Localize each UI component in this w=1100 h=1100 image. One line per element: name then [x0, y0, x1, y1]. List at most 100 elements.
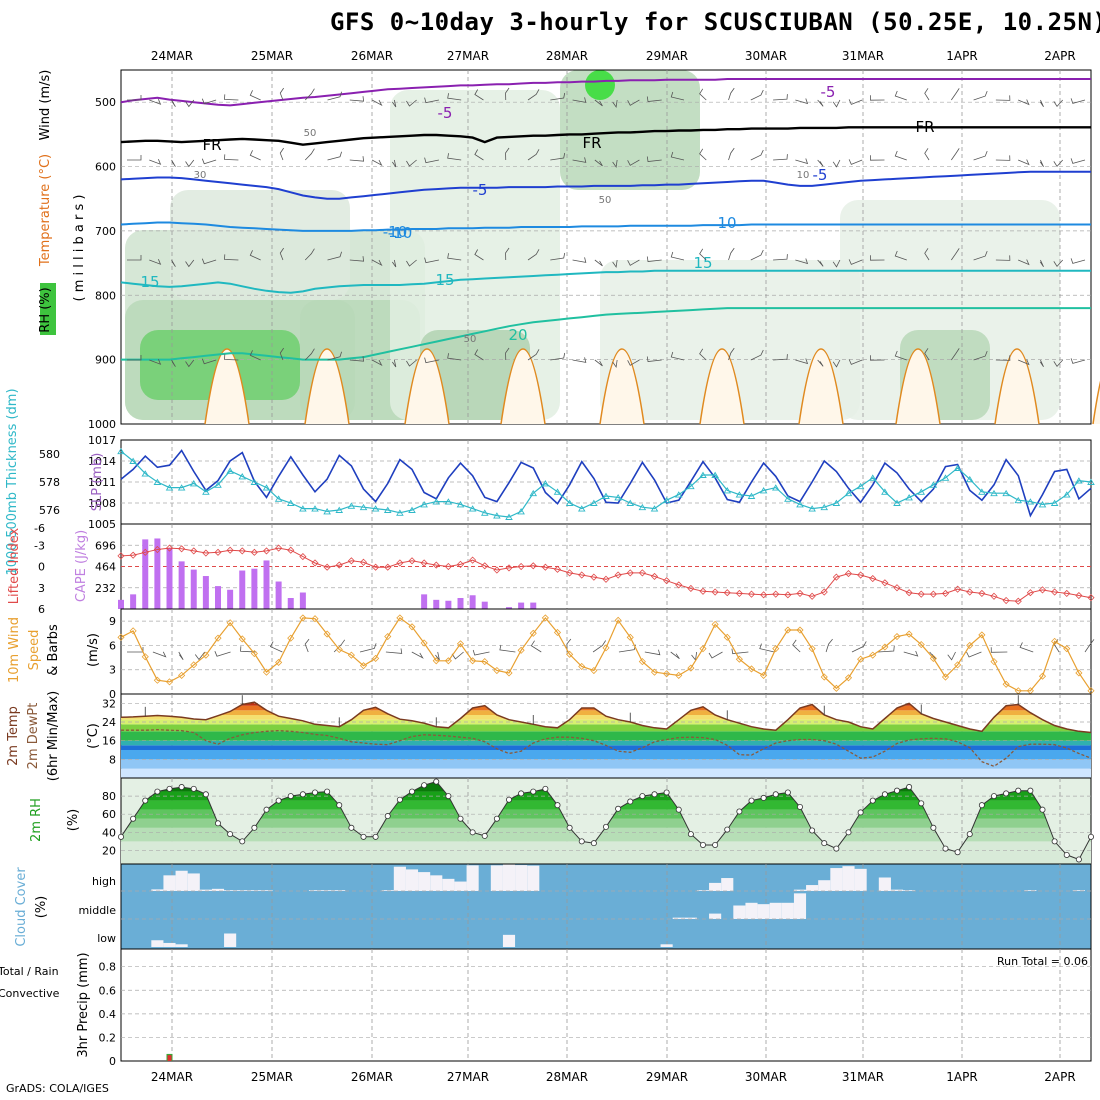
slp-ylabel: SLP (mb) — [90, 453, 105, 512]
date-label-bottom: 27MAR — [447, 1070, 489, 1084]
thickness-ytick: 580 — [39, 448, 60, 461]
upper-wind3-barb-6 — [249, 250, 261, 261]
wind-speed-point — [202, 651, 210, 659]
thickness-point — [165, 484, 174, 491]
li-point — [711, 588, 719, 596]
cloud-high-bar — [502, 864, 516, 891]
wind-speed-point — [275, 658, 283, 666]
sfc-wind-barb-22 — [691, 651, 698, 661]
rh-point — [190, 785, 197, 792]
upper-wind3-barb-28 — [750, 249, 764, 261]
upper-wind-barb-28 — [750, 89, 764, 101]
wind-speed-point — [384, 632, 392, 641]
thickness-point — [759, 487, 768, 494]
wind-speed-point — [687, 664, 695, 672]
date-label-top: 28MAR — [546, 49, 588, 63]
thickness-point — [505, 513, 513, 520]
cloud-high-bar — [490, 865, 503, 891]
rh-shade-9 — [840, 200, 1060, 420]
upper-wind4-barb-31 — [817, 359, 824, 367]
upper-wind2-barb-10 — [349, 156, 365, 162]
upper-wind-barb-41 — [1039, 99, 1044, 108]
wind-speed-point — [566, 650, 574, 658]
temp-spike-9 — [1092, 380, 1100, 425]
upper-wind2-barb-2 — [171, 159, 176, 167]
rh-point — [978, 802, 985, 809]
cloud-low-bar — [151, 940, 164, 947]
li-point — [796, 589, 804, 597]
rh-point — [1003, 790, 1010, 797]
li-ytick: 0 — [38, 561, 45, 574]
sfc-wind-barb-2 — [178, 651, 184, 660]
wind-speed-point — [760, 671, 768, 679]
upper-wind2-barb-41 — [1039, 159, 1044, 168]
rh-point — [324, 788, 331, 795]
upper-wind-barb-14 — [424, 97, 439, 104]
cloud-unit: (%) — [34, 896, 49, 919]
rh-point — [1075, 856, 1082, 863]
li-point — [238, 547, 246, 555]
li-point — [517, 562, 525, 571]
thickness-point — [493, 512, 501, 519]
upper-wind3-barb-8 — [304, 248, 315, 261]
thickness-point — [371, 505, 380, 512]
wind-label-line2: Speed — [27, 630, 42, 671]
precip-label-total: Total / Rain — [0, 965, 59, 978]
thickness-point — [638, 503, 647, 511]
upper-wind-barb-24 — [646, 96, 662, 102]
cloud-high-bar — [187, 873, 200, 891]
li-point — [347, 557, 355, 565]
precip-ytick: 0.6 — [99, 984, 117, 997]
upper-wind3-barb-20 — [572, 257, 587, 263]
wind-label-line1: 10m Wind — [7, 617, 22, 683]
date-label-bottom: 26MAR — [351, 1070, 393, 1084]
temp-ytick: 8 — [109, 753, 116, 766]
upper-wind-barb-25 — [670, 91, 685, 101]
rh-point — [214, 820, 221, 827]
upper-wind-barb-40 — [1018, 99, 1030, 106]
cloud-low-bar — [224, 933, 237, 947]
li-point — [1026, 589, 1034, 597]
cloud-high-bar — [308, 890, 322, 891]
wind-speed-point — [335, 645, 343, 654]
rh-point — [118, 833, 125, 840]
rh-band-0 — [121, 841, 1091, 864]
upper-wind-barb-19 — [550, 92, 566, 101]
thickness-point — [662, 496, 671, 504]
upper-wind-barb-7 — [279, 87, 284, 101]
thickness-point — [905, 494, 913, 501]
upper-wind2-barb-18 — [527, 149, 540, 161]
rh-point — [845, 829, 852, 836]
wind-speed-point — [141, 653, 149, 661]
temp-spike-8 — [994, 348, 1040, 425]
contour-label: 15 — [140, 273, 159, 291]
thickness-point — [771, 484, 780, 491]
date-label-bottom: 1APR — [946, 1070, 977, 1084]
rh-point — [421, 782, 428, 789]
upper-wind-barb-20 — [572, 97, 587, 103]
upper-wind3-barb-41 — [1039, 259, 1044, 268]
wind-speed-point — [226, 619, 234, 627]
upper-wind2-barb-42 — [1053, 159, 1064, 168]
contour-label: -5 — [438, 104, 453, 122]
upper-wind3-barb-0 — [127, 255, 142, 261]
li-point — [553, 565, 562, 573]
cape-bar — [166, 548, 173, 609]
li-point — [214, 548, 222, 556]
cloud-bg — [121, 864, 1091, 949]
rh-point — [1063, 851, 1070, 858]
li-point — [505, 564, 513, 572]
sfc-wind-barb-24 — [731, 648, 749, 655]
upper-wind2-barb-15 — [447, 153, 462, 161]
sfc-wind-barb-21 — [670, 651, 680, 660]
temp-label-line1: 2m Temp — [6, 706, 21, 766]
thickness-point — [577, 505, 586, 512]
li-point — [541, 563, 549, 571]
contour-label: 30 — [194, 170, 207, 181]
thickness-point — [141, 470, 150, 477]
thickness-point — [1014, 496, 1023, 504]
rh-point — [530, 788, 537, 795]
upper-wind3-barb-26 — [699, 248, 707, 261]
rh-point — [178, 784, 185, 791]
upper-wind4-barb-39 — [995, 355, 1011, 361]
